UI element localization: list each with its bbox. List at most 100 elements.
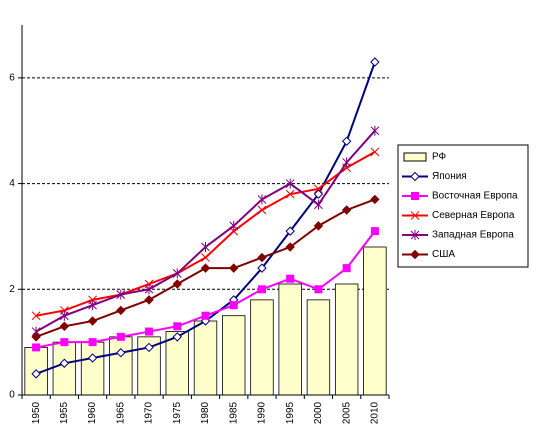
marker — [313, 221, 324, 231]
series-line — [32, 227, 379, 352]
series-line — [31, 125, 380, 337]
marker — [172, 332, 182, 342]
x-tick-label: 1985 — [228, 401, 239, 424]
x-tick-label: 1960 — [87, 401, 98, 424]
marker — [31, 369, 41, 379]
marker — [286, 274, 295, 283]
legend-swatch — [403, 152, 427, 162]
marker — [172, 268, 182, 279]
marker — [59, 310, 69, 321]
marker — [341, 136, 352, 146]
marker — [60, 338, 69, 347]
x-tick-label: 1970 — [144, 401, 155, 424]
bar — [306, 299, 331, 396]
marker — [342, 264, 351, 273]
marker — [370, 57, 380, 67]
marker — [314, 184, 323, 194]
marker — [313, 189, 324, 199]
x-tick-label: 1955 — [59, 401, 70, 424]
x-tick-label: 2010 — [370, 401, 381, 424]
marker — [257, 194, 267, 205]
marker — [200, 263, 211, 273]
marker — [88, 338, 97, 347]
marker — [201, 253, 210, 262]
bar — [80, 341, 105, 396]
legend-label: Восточная Европа — [432, 191, 518, 202]
marker — [59, 321, 70, 331]
legend-box — [397, 144, 529, 268]
marker — [342, 157, 352, 168]
marker — [173, 322, 182, 331]
x-tick-label: 1975 — [172, 401, 183, 424]
bar — [193, 320, 218, 396]
marker — [144, 342, 154, 353]
legend-label: США — [432, 249, 455, 260]
legend-marker — [411, 192, 419, 200]
legend-item: РФ — [403, 152, 447, 163]
x-tick-label: 1995 — [285, 401, 296, 424]
marker — [285, 242, 295, 252]
x-tick-label: 1980 — [200, 401, 211, 424]
marker — [229, 220, 239, 231]
marker — [32, 343, 41, 352]
marker — [229, 263, 239, 273]
y-tick-label: 0 — [9, 390, 15, 401]
marker — [31, 311, 41, 321]
marker — [370, 147, 380, 157]
marker — [145, 327, 154, 336]
bar — [250, 299, 274, 396]
marker — [370, 125, 380, 136]
x-tick-label: 2000 — [313, 401, 324, 424]
bar — [52, 341, 77, 396]
legend-marker — [410, 230, 420, 240]
marker — [314, 199, 323, 210]
marker — [341, 205, 352, 215]
x-tick-label: 1950 — [31, 401, 42, 424]
marker — [370, 227, 379, 236]
marker — [257, 263, 267, 273]
y-tick-label: 2 — [9, 284, 15, 295]
legend-item: США — [402, 249, 455, 260]
marker — [172, 279, 182, 289]
marker — [59, 358, 70, 368]
legend-label: Япония — [432, 171, 467, 182]
bar — [109, 336, 133, 396]
x-tick-label: 1990 — [257, 401, 268, 424]
marker — [31, 332, 41, 342]
x-tick-label: 1965 — [115, 401, 126, 424]
legend-label: Северная Европа — [432, 210, 515, 221]
bar — [334, 283, 359, 396]
marker — [116, 348, 126, 358]
series-line — [31, 147, 380, 321]
x-tick-label: 2005 — [341, 401, 352, 424]
marker — [285, 189, 295, 199]
marker — [229, 301, 238, 310]
marker — [314, 285, 323, 294]
legend-item: Япония — [402, 171, 467, 182]
marker — [87, 316, 98, 326]
marker — [257, 205, 267, 215]
marker — [116, 289, 126, 300]
marker — [116, 332, 125, 341]
marker — [201, 242, 210, 252]
legend-marker — [410, 211, 420, 220]
marker — [144, 295, 154, 305]
marker — [144, 284, 154, 295]
series-line — [31, 194, 380, 342]
marker — [87, 353, 98, 363]
marker — [257, 285, 266, 294]
legend-label: РФ — [432, 152, 447, 163]
line — [35, 150, 376, 317]
legend-marker — [410, 249, 420, 260]
legend-marker — [410, 171, 420, 182]
marker — [88, 300, 97, 311]
legend-item: Северная Европа — [402, 210, 515, 221]
bar — [363, 246, 387, 396]
y-tick-label: 4 — [9, 178, 15, 189]
marker — [285, 226, 295, 236]
marker — [257, 252, 267, 263]
marker — [201, 311, 210, 320]
series-line — [31, 57, 380, 379]
bar — [278, 283, 302, 396]
